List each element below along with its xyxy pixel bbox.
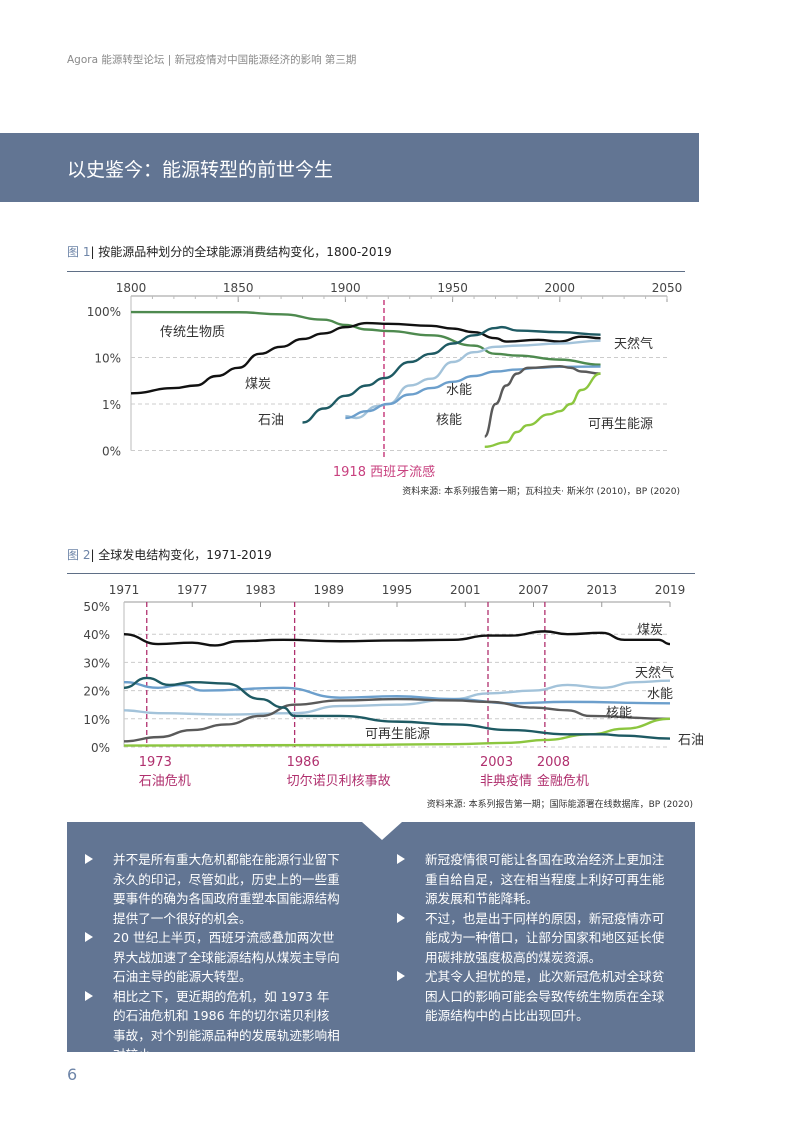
bullet-text: 20 世纪上半页，西班牙流感叠加两次世界大战加速了全球能源结构从煤炭主导向石油主…	[113, 930, 340, 984]
series-line-核能	[483, 364, 601, 438]
x-tick-label: 1800	[116, 281, 147, 295]
bullet-item: 新冠疫情很可能让各国在政治经济上更加注重自给自足，这在相当程度上利好可再生能源发…	[397, 850, 665, 909]
bullet-text: 并不是所有重大危机都能在能源行业留下永久的印记，尽管如此，历史上的一些重要事件的…	[113, 852, 340, 926]
figure2-label: 图 2	[67, 548, 91, 562]
series-label: 石油	[678, 733, 704, 748]
series-label: 石油	[258, 413, 284, 428]
y-tick-label: 30%	[83, 656, 110, 670]
series-line-传统生物质	[130, 310, 601, 366]
series-label: 核能	[606, 706, 632, 721]
bullet-text: 新冠疫情很可能让各国在政治经济上更加注重自给自足，这在相当程度上利好可再生能源发…	[425, 852, 665, 906]
series-label: 核能	[436, 413, 462, 428]
figure1-chart: 1800 1850 1900 1950 2000 2050 100% 10% 1% 0% 1918 …	[87, 281, 683, 480]
x-tick-label: 1900	[330, 281, 361, 295]
x-tick-label: 1995	[382, 583, 413, 597]
x-tick-label: 2013	[586, 583, 617, 597]
series-label: 天然气	[635, 665, 674, 681]
bullet-triangle-icon	[397, 854, 405, 864]
bullet-text: 不过，也是出于同样的原因，新冠疫情亦可能成为一种借口，让部分国家和地区延长使用碳…	[425, 910, 665, 965]
annotation-year: 1986	[287, 755, 320, 770]
series-line-天然气	[345, 339, 601, 420]
x-tick-label: 2001	[450, 583, 481, 597]
y-tick-label: 0%	[102, 445, 121, 459]
series-label: 水能	[446, 383, 472, 398]
annotation-label: 石油危机	[139, 774, 191, 789]
x-tick-label: 1971	[109, 583, 140, 597]
running-header: Agora 能源转型论坛 | 新冠疫情对中国能源经济的影响 第三期	[67, 54, 357, 66]
bullet-item: 尤其令人担忧的是，此次新冠危机对全球贫困人口的影响可能会导致传统生物质在全球能源…	[397, 967, 665, 1026]
key-points-box: 并不是所有重大危机都能在能源行业留下永久的印记，尽管如此，历史上的一些重要事件的…	[67, 822, 695, 1062]
bullet-triangle-icon	[85, 854, 93, 864]
bullet-item: 相比之下，更近期的危机，如 1973 年的石油危机和 1986 年的切尔诺贝利核…	[85, 987, 340, 1065]
figure1-source: 资料来源: 本系列报告第一期；瓦科拉夫· 斯米尔 (2010)，BP (2020…	[402, 487, 680, 497]
figure1-rule	[67, 271, 685, 272]
bullet-triangle-icon	[85, 990, 93, 1001]
y-tick-label: 100%	[87, 305, 121, 319]
figure1-label: 图 1	[67, 245, 91, 259]
annotation-label: 非典疫情	[480, 773, 532, 789]
box-notch	[362, 822, 402, 840]
x-tick-label: 2007	[518, 583, 549, 597]
y-tick-label: 10%	[94, 352, 121, 366]
figure2-caption-text: | 全球发电结构变化，1971-2019	[90, 548, 272, 562]
section-banner	[0, 133, 699, 202]
figure1-caption: 图 1| 按能源品种划分的全球能源消费结构变化，1800-2019	[67, 243, 392, 260]
x-tick-label: 1983	[245, 583, 276, 597]
bullet-triangle-icon	[85, 932, 93, 942]
x-tick-label: 2019	[655, 583, 686, 597]
series-label: 可再生能源	[365, 727, 430, 742]
section-title: 以史鉴今：能源转型的前世今生	[67, 159, 334, 181]
bullet-item: 20 世纪上半页，西班牙流感叠加两次世界大战加速了全球能源结构从煤炭主导向石油主…	[85, 928, 340, 987]
y-tick-label: 10%	[83, 713, 110, 727]
annotation-year: 1973	[139, 755, 172, 770]
bullet-text: 尤其令人担忧的是，此次新冠危机对全球贫困人口的影响可能会导致传统生物质在全球能源…	[425, 969, 665, 1023]
x-tick-label: 1950	[437, 281, 468, 295]
annotation-year: 2008	[537, 755, 570, 770]
x-tick-label: 1977	[177, 583, 208, 597]
bullet-triangle-icon	[397, 912, 405, 923]
bullet-item: 并不是所有重大危机都能在能源行业留下永久的印记，尽管如此，历史上的一些重要事件的…	[85, 850, 340, 928]
annotation-label: 金融危机	[537, 773, 589, 789]
x-tick-label: 1850	[223, 281, 254, 295]
bullet-text: 相比之下，更近期的危机，如 1973 年的石油危机和 1986 年的切尔诺贝利核…	[113, 988, 340, 1063]
series-line-可再生能源	[484, 372, 601, 449]
annotation-label-1918: 1918 西班牙流感	[333, 464, 435, 480]
x-tick-label: 2050	[652, 281, 683, 295]
figure2-source: 资料来源: 本系列报告第一期；国际能源署在线数据库，BP (2020)	[426, 800, 693, 810]
y-tick-label: 0%	[91, 741, 110, 755]
x-tick-label: 2000	[545, 281, 576, 295]
series-line-可再生能源	[123, 717, 671, 747]
key-points-right: 新冠疫情很可能让各国在政治经济上更加注重自给自足，这在相当程度上利好可再生能源发…	[397, 850, 665, 1026]
series-line-石油	[123, 676, 671, 740]
x-tick-label: 1989	[313, 583, 344, 597]
series-label: 天然气	[614, 336, 653, 352]
figure2-caption: 图 2| 全球发电结构变化，1971-2019	[67, 546, 272, 563]
annotation-label: 切尔诺贝利核事故	[287, 774, 391, 789]
y-tick-label: 1%	[102, 398, 121, 412]
y-tick-label: 40%	[83, 628, 110, 642]
series-line-煤炭	[123, 630, 671, 647]
bullet-item: 不过，也是出于同样的原因，新冠疫情亦可能成为一种借口，让部分国家和地区延长使用碳…	[397, 909, 665, 968]
y-tick-label: 50%	[83, 600, 110, 614]
series-label: 传统生物质	[160, 325, 225, 340]
y-tick-label: 20%	[83, 685, 110, 699]
page-number: 6	[67, 1065, 78, 1084]
series-line-石油	[302, 325, 601, 424]
figure2-rule	[67, 573, 695, 574]
series-label: 煤炭	[245, 377, 271, 392]
series-label: 水能	[647, 687, 673, 702]
series-label: 煤炭	[637, 623, 663, 638]
bullet-triangle-icon	[397, 971, 405, 981]
annotation-year: 2003	[480, 755, 513, 770]
figure2-chart: 1971 1977 1983 1989 1995 2001 2007 2013 2019 50% 4…	[83, 583, 704, 789]
key-points-left: 并不是所有重大危机都能在能源行业留下永久的印记，尽管如此，历史上的一些重要事件的…	[85, 850, 340, 1065]
series-line-核能	[123, 697, 671, 743]
figure1-caption-text: | 按能源品种划分的全球能源消费结构变化，1800-2019	[90, 245, 392, 259]
series-label: 可再生能源	[588, 417, 653, 432]
series-line-天然气	[123, 679, 671, 716]
series-line-煤炭	[130, 321, 601, 395]
